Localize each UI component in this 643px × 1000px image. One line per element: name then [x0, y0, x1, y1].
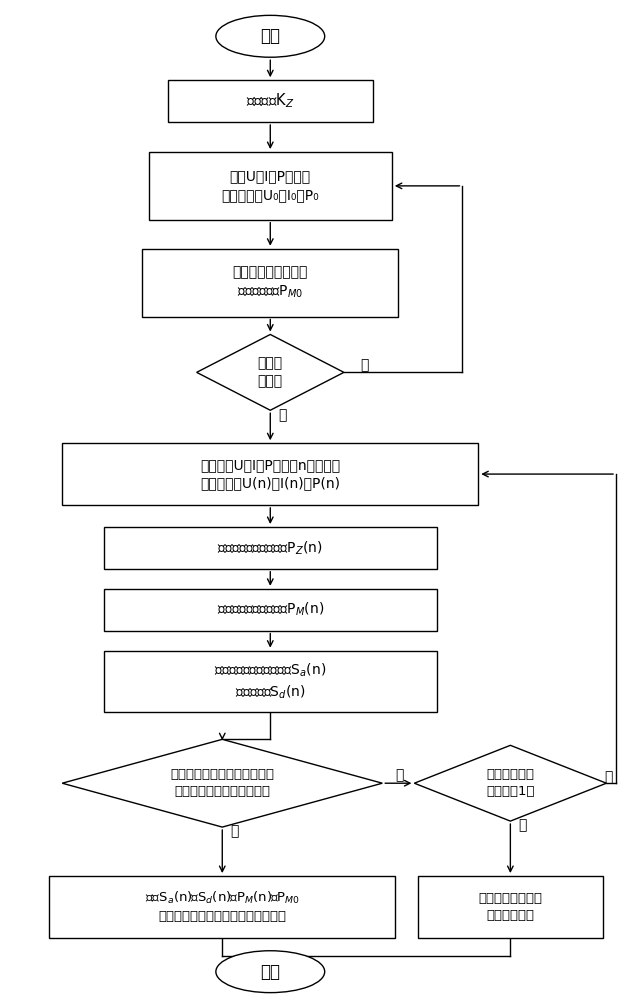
Text: 计算电动机负荷的功率P$_M$(n): 计算电动机负荷的功率P$_M$(n)	[217, 601, 324, 618]
FancyBboxPatch shape	[50, 876, 395, 938]
Text: 获取参数K$_Z$: 获取参数K$_Z$	[246, 92, 294, 110]
Text: 计算稳态时电动机的
机械负载功率P$_{M0}$: 计算稳态时电动机的 机械负载功率P$_{M0}$	[233, 265, 308, 300]
Polygon shape	[62, 739, 383, 827]
Text: 连续测量U、I、P，记第n个采样点
的测量值为U(n)、I(n)、P(n): 连续测量U、I、P，记第n个采样点 的测量值为U(n)、I(n)、P(n)	[200, 458, 340, 490]
Text: 计算恒阻抗负荷的功率P$_Z$(n): 计算恒阻抗负荷的功率P$_Z$(n)	[217, 539, 323, 557]
Polygon shape	[414, 745, 606, 821]
Text: 是: 是	[518, 818, 527, 832]
Polygon shape	[197, 334, 344, 410]
FancyBboxPatch shape	[62, 443, 478, 505]
Text: 是否达到故障切除后负荷母线
中电动机有功功率极大值点: 是否达到故障切除后负荷母线 中电动机有功功率极大值点	[170, 768, 275, 798]
FancyBboxPatch shape	[149, 152, 392, 220]
Text: 距离故障发生
是否超过1秒: 距离故障发生 是否超过1秒	[486, 768, 534, 798]
Text: 是: 是	[230, 824, 239, 838]
Text: 否: 否	[395, 768, 404, 782]
Text: 否: 否	[360, 358, 368, 372]
Text: 计算电动机负荷加速面积S$_a$(n)
和减速面积S$_d$(n): 计算电动机负荷加速面积S$_a$(n) 和减速面积S$_d$(n)	[214, 661, 327, 701]
Text: 判定负荷母线发生
暂态电压失稳: 判定负荷母线发生 暂态电压失稳	[478, 892, 542, 922]
FancyBboxPatch shape	[104, 651, 437, 712]
FancyBboxPatch shape	[142, 249, 398, 317]
Text: 开始: 开始	[260, 27, 280, 45]
Text: 根据S$_a$(n)、S$_d$(n)、P$_M$(n)、P$_{M0}$
判断负荷母线是否发生暂态电压失稳: 根据S$_a$(n)、S$_d$(n)、P$_M$(n)、P$_{M0}$ 判断…	[145, 890, 300, 923]
FancyBboxPatch shape	[168, 80, 373, 122]
Ellipse shape	[216, 951, 325, 993]
Text: 是: 是	[278, 408, 286, 422]
FancyBboxPatch shape	[104, 589, 437, 631]
FancyBboxPatch shape	[417, 876, 603, 938]
Text: 测量U、I、P，记录
稳态测量值U₀、I₀、P₀: 测量U、I、P，记录 稳态测量值U₀、I₀、P₀	[221, 170, 319, 202]
Ellipse shape	[216, 15, 325, 57]
Text: 是否发
生故障: 是否发 生故障	[258, 356, 283, 389]
Text: 否: 否	[604, 770, 613, 784]
FancyBboxPatch shape	[104, 527, 437, 569]
Text: 结束: 结束	[260, 963, 280, 981]
